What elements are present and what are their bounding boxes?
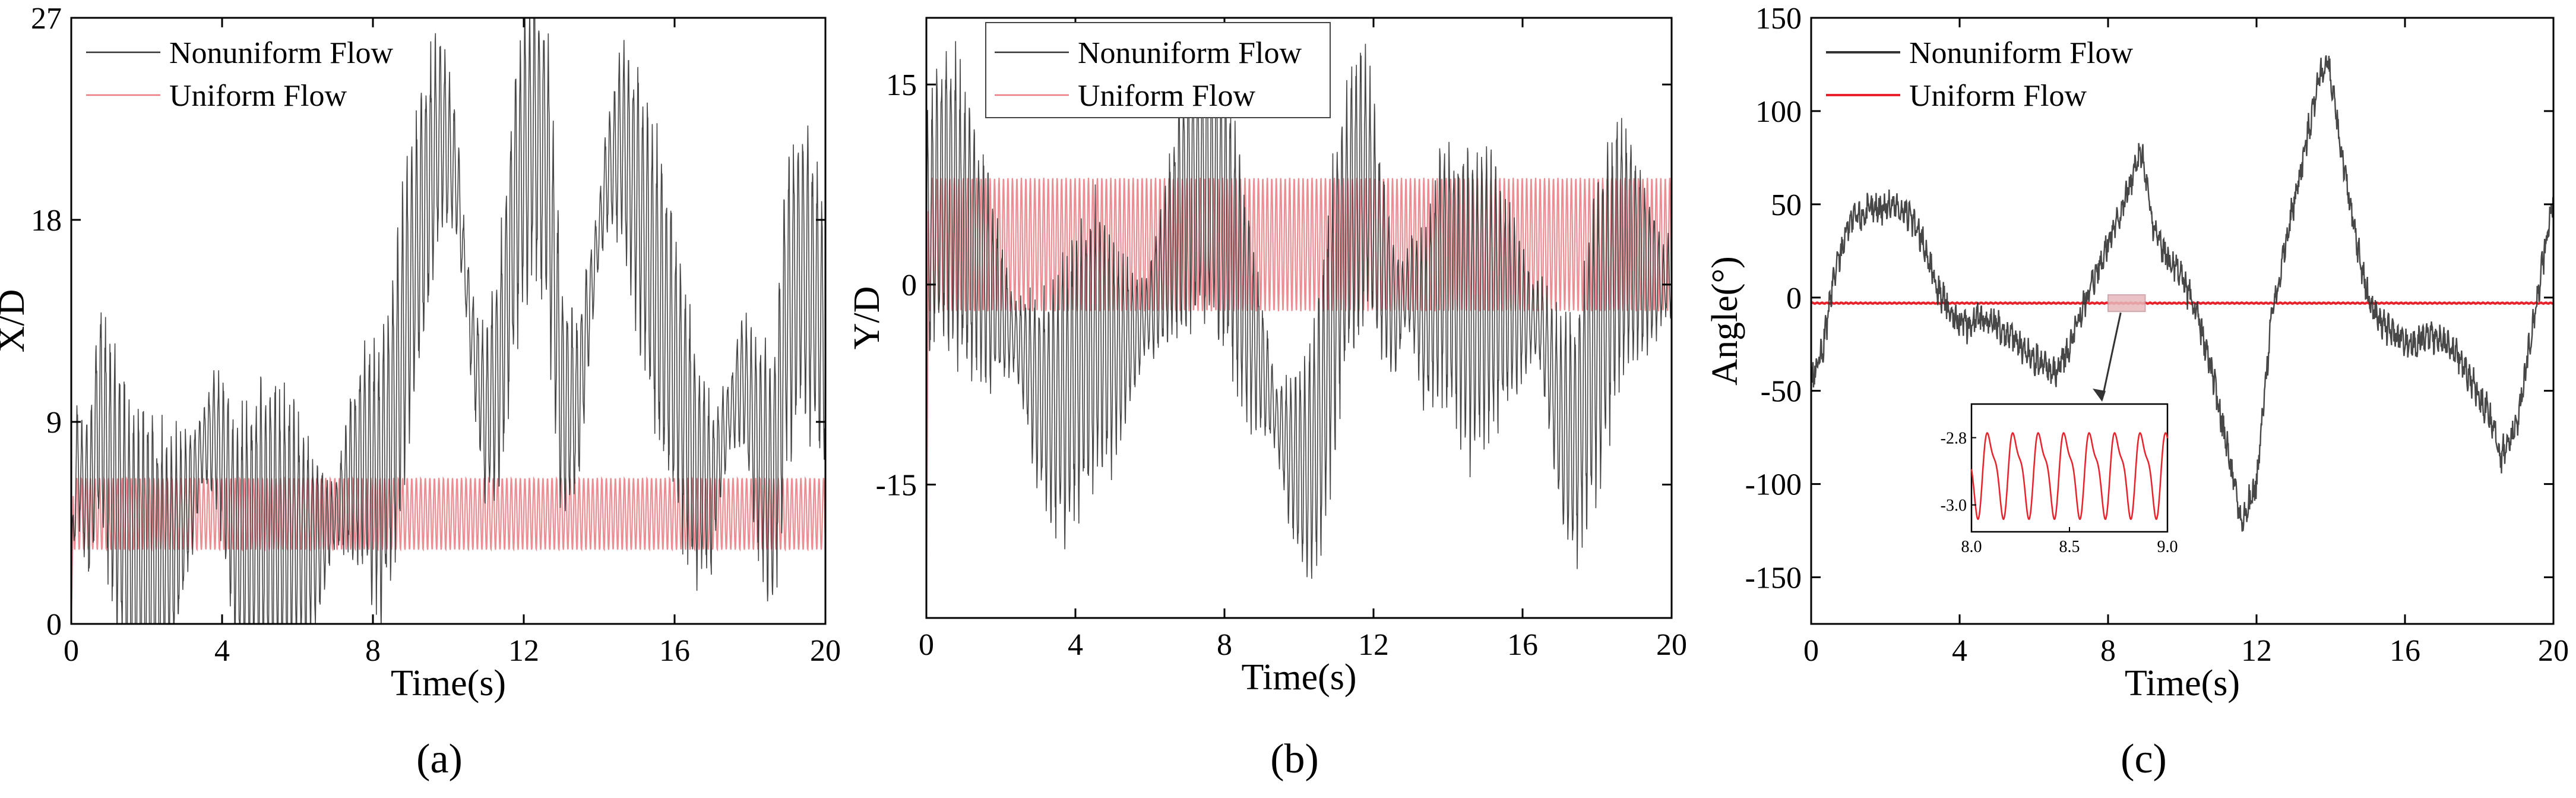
axes-frame bbox=[925, 17, 1673, 619]
y-axis-label: X/D bbox=[0, 289, 32, 353]
x-tick-label: 16 bbox=[659, 634, 690, 668]
y-tick-label: 27 bbox=[31, 2, 62, 36]
inset-x-tick-label: 8.0 bbox=[1961, 538, 1982, 556]
x-tick-label: 0 bbox=[64, 634, 79, 668]
x-tick-label: 16 bbox=[2390, 634, 2420, 668]
caption-a: (a) bbox=[416, 736, 463, 782]
y-tick-label: 0 bbox=[1786, 282, 1802, 316]
nonuniform-flow-line bbox=[926, 41, 1672, 579]
x-tick-label: 0 bbox=[1803, 634, 1819, 668]
inset-uniform-line bbox=[1970, 432, 2169, 521]
y-tick-label: 0 bbox=[46, 608, 62, 642]
y-tick-label: -100 bbox=[1745, 468, 1802, 502]
x-tick-label: 8 bbox=[1217, 628, 1232, 662]
caption-b: (b) bbox=[1270, 736, 1319, 782]
plot-area bbox=[1811, 55, 2553, 532]
caption-c: (c) bbox=[2121, 736, 2167, 782]
y-axis-label: Y/D bbox=[847, 286, 887, 350]
x-tick-label: 12 bbox=[2241, 634, 2272, 668]
x-tick-label: 12 bbox=[1358, 628, 1389, 662]
x-tick-label: 8 bbox=[365, 634, 381, 668]
x-axis-label: Time(s) bbox=[1241, 657, 1356, 698]
legend-box bbox=[985, 22, 1331, 118]
x-tick-label: 20 bbox=[1656, 628, 1687, 662]
inset-x-tick-label: 8.5 bbox=[2059, 538, 2080, 556]
legend-label: Uniform Flow bbox=[1078, 79, 1255, 113]
y-tick-label: -15 bbox=[876, 469, 917, 503]
legend-label: Nonuniform Flow bbox=[169, 36, 393, 70]
x-axis-label: Time(s) bbox=[391, 663, 506, 704]
zoom-arrow bbox=[2101, 312, 2122, 400]
plot-area bbox=[71, 18, 825, 624]
inset-y-tick-label: -2.8 bbox=[1941, 430, 1967, 448]
panel-b: 0 4 8 12 16 20 -15 0 15 Time(s) Y/D Nonuniform Flow… bbox=[847, 17, 1687, 698]
inset-y-tick-label: -3.0 bbox=[1941, 497, 1967, 515]
y-tick-label: 15 bbox=[886, 68, 917, 102]
y-axis-label: Angle(°) bbox=[1705, 256, 1745, 386]
x-tick-label: 12 bbox=[508, 634, 539, 668]
inset-frame bbox=[1970, 403, 2169, 533]
axes-frame bbox=[1810, 17, 2555, 625]
zoom-arrowhead bbox=[2093, 389, 2106, 402]
legend-label: Nonuniform Flow bbox=[1078, 36, 1302, 70]
x-axis-label: Time(s) bbox=[2125, 663, 2240, 704]
x-tick-label: 16 bbox=[1507, 628, 1538, 662]
captions: (a) (b) (c) bbox=[416, 736, 2167, 782]
panel-a: 0 4 8 12 16 20 0 9 18 27 Time(s) X/D Nonuniform Flow… bbox=[0, 2, 841, 704]
y-tick-label: 18 bbox=[31, 204, 62, 238]
y-tick-label: 100 bbox=[1755, 95, 1802, 129]
y-tick-label: -150 bbox=[1745, 562, 1802, 595]
axes-frame bbox=[70, 17, 827, 625]
y-tick-label: 150 bbox=[1755, 2, 1802, 36]
x-tick-label: 4 bbox=[1952, 634, 1967, 668]
zoom-region-box bbox=[2107, 294, 2146, 313]
x-tick-label: 20 bbox=[2538, 634, 2569, 668]
legend-label: Uniform Flow bbox=[1909, 79, 2087, 113]
y-tick-label: 0 bbox=[901, 269, 917, 302]
inset-x-tick-label: 9.0 bbox=[2157, 538, 2178, 556]
plot-area bbox=[926, 41, 1672, 618]
x-tick-label: 4 bbox=[1068, 628, 1083, 662]
nonuniform-flow-line bbox=[1811, 55, 2553, 532]
y-tick-label: 9 bbox=[46, 406, 62, 440]
x-tick-label: 20 bbox=[810, 634, 841, 668]
panel-c: 0 4 8 12 16 20 -150 -100 -50 0 50 100 150 Time(s) Angl… bbox=[1705, 2, 2569, 704]
legend-label: Uniform Flow bbox=[169, 79, 347, 113]
x-tick-label: 8 bbox=[2100, 634, 2116, 668]
uniform-flow-line bbox=[1811, 301, 2553, 305]
y-tick-label: 50 bbox=[1771, 188, 1802, 222]
legend-label: Nonuniform Flow bbox=[1909, 36, 2133, 70]
uniform-flow-line bbox=[71, 476, 825, 624]
nonuniform-flow-line bbox=[71, 18, 825, 624]
y-tick-label: -50 bbox=[1761, 375, 1802, 409]
x-tick-label: 4 bbox=[214, 634, 230, 668]
x-tick-label: 0 bbox=[919, 628, 934, 662]
